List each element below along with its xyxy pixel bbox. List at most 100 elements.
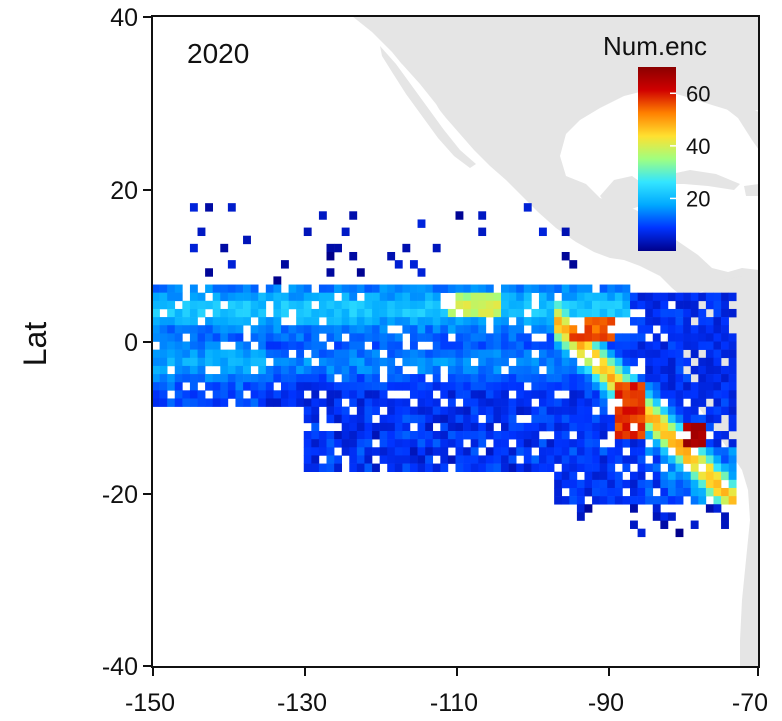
encounter-cell (341, 414, 350, 424)
encounter-cell (584, 382, 593, 391)
encounter-cell (713, 341, 722, 350)
encounter-cell (455, 284, 464, 293)
encounter-cell (599, 422, 608, 432)
encounter-cell (554, 414, 563, 424)
encounter-cell (470, 333, 479, 342)
encounter-cell (356, 447, 365, 456)
encounter-cell (501, 325, 509, 334)
encounter-cell (569, 463, 578, 472)
encounter-cell (569, 292, 578, 302)
encounter-cell (394, 308, 403, 318)
encounter-cell (447, 349, 456, 359)
encounter-cell (485, 349, 494, 359)
encounter-cell (576, 414, 585, 424)
encounter-cell (280, 292, 289, 302)
encounter-cell (212, 292, 221, 302)
encounter-cell (341, 406, 350, 416)
encounter-cell (546, 365, 555, 375)
encounter-cell (493, 357, 502, 367)
encounter-cell (637, 496, 646, 505)
encounter-cell (614, 471, 623, 481)
encounter-cell (493, 308, 502, 318)
encounter-cell (614, 390, 623, 399)
encounter-cell (675, 414, 684, 424)
encounter-cell (470, 341, 479, 350)
encounter-cell (447, 308, 456, 318)
encounter-cell (554, 365, 563, 375)
encounter-cell (485, 300, 494, 310)
encounter-cell (508, 341, 517, 350)
encounter-cell (243, 374, 251, 383)
encounter-cell (667, 471, 676, 481)
encounter-cell (417, 422, 426, 432)
encounter-cell (607, 292, 616, 302)
hispaniola-island (744, 184, 759, 196)
encounter-cell (152, 398, 160, 407)
encounter-cell (538, 227, 547, 237)
encounter-cell (432, 341, 441, 350)
encounter-cell (326, 382, 335, 391)
encounter-cell (417, 414, 426, 424)
encounter-cell (569, 390, 578, 399)
encounter-cell (538, 284, 547, 293)
encounter-cell (546, 406, 555, 416)
encounter-cell (402, 357, 411, 367)
encounter-cell (447, 406, 456, 416)
encounter-cell (493, 431, 502, 440)
encounter-cell (182, 325, 191, 334)
encounter-cell (576, 365, 585, 375)
encounter-cell (561, 471, 570, 481)
encounter-cell (607, 390, 616, 399)
encounter-cell (614, 422, 623, 432)
encounter-cell (728, 357, 737, 367)
encounter-cell (296, 308, 305, 318)
encounter-cell (728, 439, 737, 448)
encounter-cell (599, 479, 608, 489)
encounter-cell (501, 357, 509, 367)
encounter-cell (493, 447, 502, 456)
encounter-cell (584, 365, 593, 375)
encounter-cell (296, 341, 305, 350)
encounter-cell (318, 374, 327, 383)
x-tick-label: -110 (430, 689, 478, 717)
encounter-cell (675, 398, 684, 407)
encounter-cell (645, 463, 654, 472)
encounter-cell (599, 463, 608, 472)
encounter-cell (630, 292, 638, 302)
encounter-cell (576, 406, 585, 416)
encounter-cell (690, 431, 699, 440)
encounter-cell (432, 439, 441, 448)
encounter-cell (523, 431, 532, 440)
encounter-cell (409, 317, 418, 326)
encounter-cell (584, 471, 593, 481)
encounter-cell (288, 398, 297, 407)
encounter-cell (728, 455, 737, 464)
encounter-cell (493, 365, 502, 375)
encounter-cell (554, 398, 563, 407)
encounter-cell (705, 333, 714, 342)
encounter-cell (508, 292, 517, 302)
encounter-cell (273, 349, 282, 359)
encounter-cell (569, 333, 578, 342)
encounter-cell (561, 357, 570, 367)
encounter-cell (523, 349, 532, 359)
encounter-cell (258, 333, 267, 342)
encounter-cell (592, 308, 600, 318)
encounter-cell (683, 422, 692, 432)
encounter-cell (728, 471, 737, 481)
encounter-cell (584, 341, 593, 350)
encounter-cell (622, 300, 631, 310)
encounter-cell (576, 333, 585, 342)
encounter-cell (721, 520, 729, 529)
encounter-cell (660, 422, 669, 432)
encounter-cell (523, 447, 532, 456)
encounter-cell (607, 496, 616, 505)
encounter-cell (470, 398, 479, 407)
encounter-cell (516, 284, 525, 293)
encounter-cell (728, 382, 737, 391)
encounter-cell (675, 439, 684, 448)
encounter-cell (326, 447, 335, 456)
encounter-cell (174, 374, 183, 383)
encounter-cell (554, 374, 563, 383)
florida-peninsula (700, 96, 759, 150)
